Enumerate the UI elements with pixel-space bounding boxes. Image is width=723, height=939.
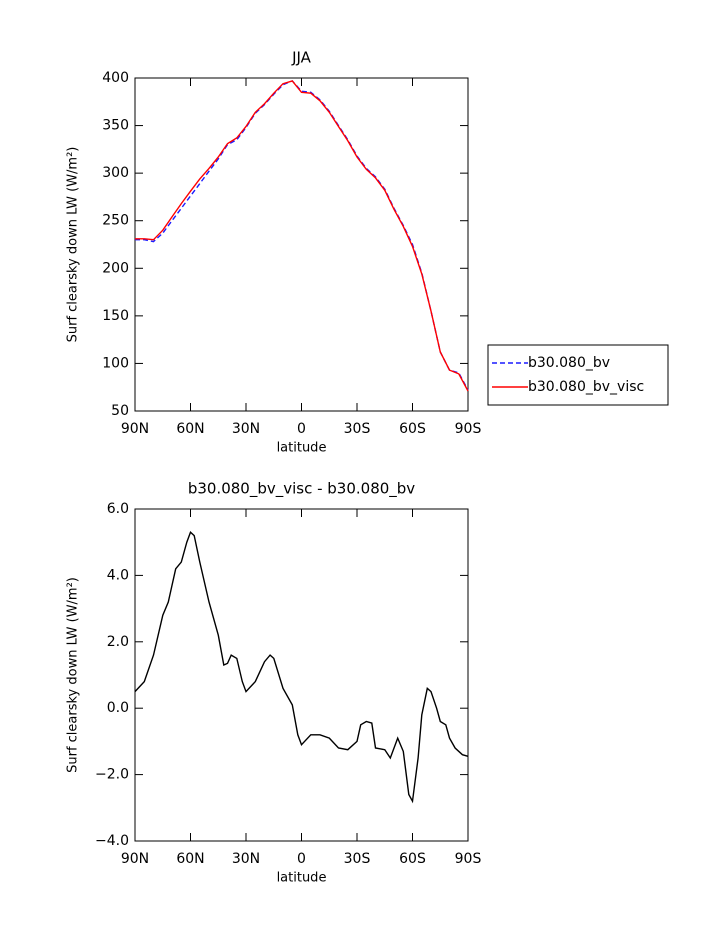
y-tick-label: 200 [102,260,129,276]
legend-label: b30.080_bv_visc [528,379,644,395]
x-tick-label: 30S [344,421,371,437]
y-tick-label: 2.0 [107,634,129,650]
y-tick-label: 4.0 [107,567,129,583]
chart-title: JJA [291,49,312,67]
y-tick-label: 300 [102,165,129,181]
y-tick-label: 250 [102,213,129,229]
y-tick-label: 150 [102,308,129,324]
data-line [134,530,469,804]
y-tick-label: 350 [102,118,129,134]
x-tick-label: 90N [121,851,149,867]
x-tick-label: 90N [121,421,149,437]
data-line [135,80,469,391]
y-tick-label: 0.0 [107,700,129,716]
y-tick-label: 50 [111,403,129,419]
plot-frame [134,508,469,842]
x-tick-label: 0 [297,851,306,867]
x-tick-label: 60N [176,421,204,437]
legend-box [487,344,669,406]
y-axis-label: Surf clearsky down LW (W/m²) [66,147,81,343]
x-tick-label: 60S [399,421,426,437]
x-tick-label: 90S [455,851,482,867]
x-tick-label: 60N [176,851,204,867]
x-tick-label: 90S [455,421,482,437]
x-tick-label: 0 [297,421,306,437]
x-tick-label: 30N [232,421,260,437]
y-tick-label: −2.0 [95,767,129,783]
legend-label: b30.080_bv [528,355,610,371]
x-axis-label: latitude [277,441,327,456]
chart-title: b30.080_bv_visc - b30.080_bv [188,480,415,499]
data-line [135,80,469,392]
y-tick-label: 400 [102,70,129,86]
y-axis-label: Surf clearsky down LW (W/m²) [66,577,81,773]
y-tick-label: 100 [102,355,129,371]
y-tick-label: −4.0 [95,833,129,849]
x-tick-label: 60S [399,851,426,867]
x-axis-label: latitude [277,871,327,886]
x-tick-label: 30S [344,851,371,867]
x-tick-label: 30N [232,851,260,867]
plot-frame [134,77,469,412]
y-tick-label: 6.0 [107,501,129,517]
